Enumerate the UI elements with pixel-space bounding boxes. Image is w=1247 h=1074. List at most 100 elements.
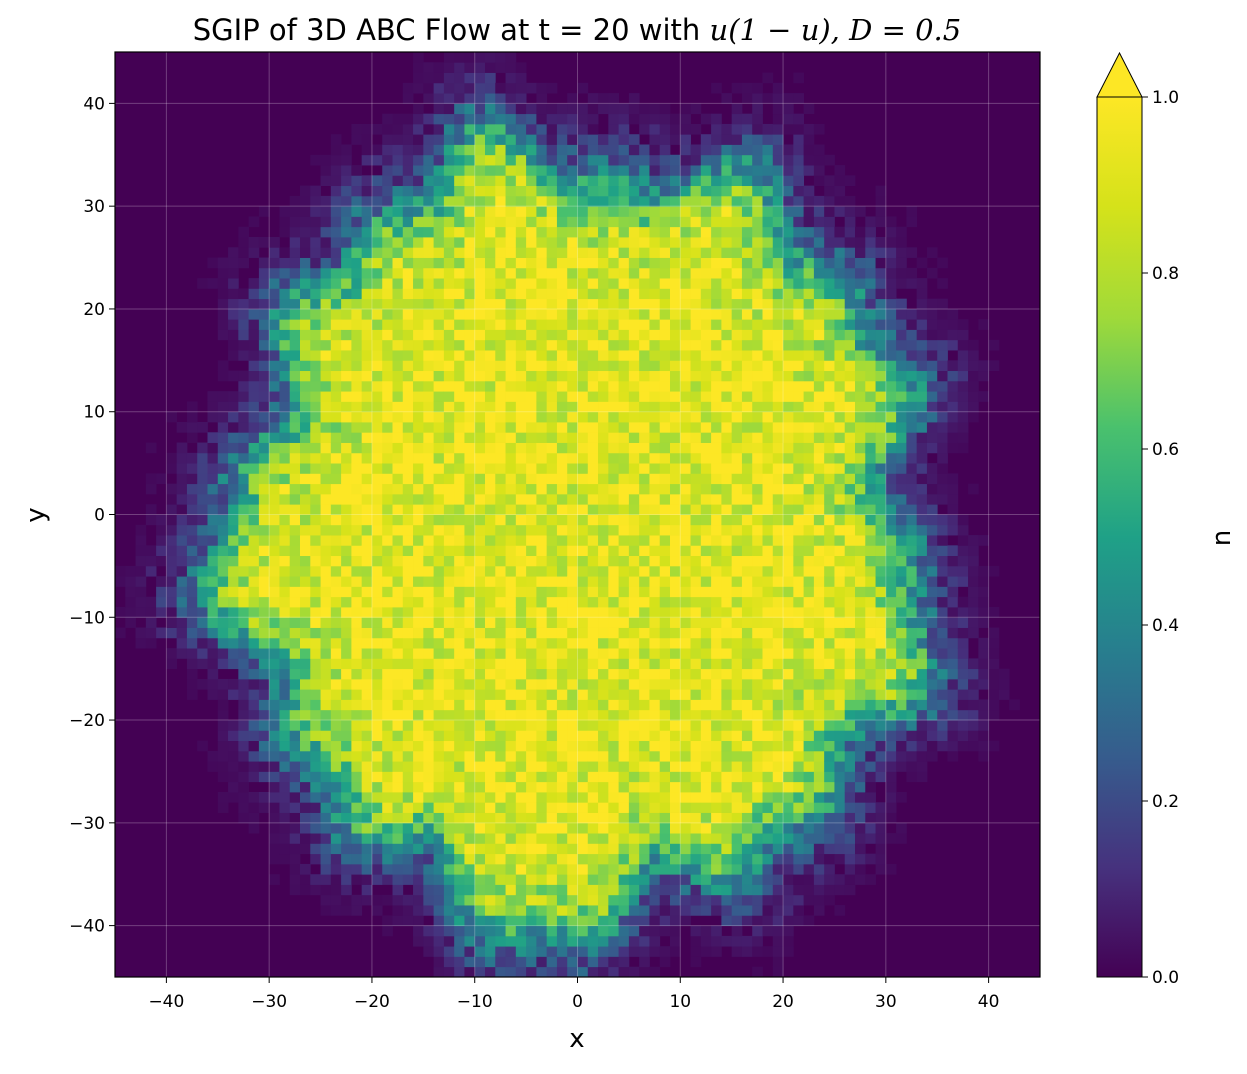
heatmap-cell: [289, 483, 301, 495]
heatmap-cell: [485, 884, 496, 896]
heatmap-cell: [700, 853, 712, 865]
heatmap-cell: [608, 524, 620, 536]
heatmap-cell: [752, 689, 763, 700]
heatmap-cell: [577, 247, 589, 258]
heatmap-cell: [813, 617, 825, 628]
heatmap-cell: [371, 658, 383, 670]
heatmap-cell: [351, 648, 363, 659]
heatmap-cell: [474, 237, 486, 248]
heatmap-cell: [505, 473, 517, 485]
heatmap-cell: [423, 134, 435, 145]
heatmap-cell: [577, 627, 589, 639]
heatmap-cell: [618, 288, 630, 300]
heatmap-cell: [474, 144, 486, 156]
heatmap-cell: [361, 185, 373, 197]
heatmap-cell: [454, 93, 465, 104]
heatmap-cell: [680, 545, 691, 557]
heatmap-cell: [495, 298, 506, 310]
heatmap-cell: [608, 380, 620, 392]
heatmap-cell: [454, 339, 465, 351]
heatmap-cell: [443, 463, 455, 474]
heatmap-cell: [772, 206, 784, 217]
heatmap-cell: [567, 144, 578, 156]
heatmap-cell: [618, 853, 630, 865]
heatmap-cell: [762, 617, 774, 628]
heatmap-cell: [556, 699, 568, 711]
heatmap-cell: [670, 278, 681, 289]
heatmap-cell: [443, 740, 455, 752]
heatmap-cell: [762, 709, 774, 721]
heatmap-cell: [402, 226, 414, 238]
heatmap-cell: [515, 360, 527, 372]
heatmap-cell: [834, 185, 846, 197]
heatmap-cell: [289, 586, 301, 598]
heatmap-cell: [485, 452, 496, 464]
heatmap-cell: [269, 792, 280, 803]
heatmap-cell: [320, 216, 332, 228]
heatmap-cell: [546, 350, 558, 361]
heatmap-cell: [423, 237, 435, 248]
heatmap-cell: [515, 524, 527, 536]
heatmap-cell: [762, 267, 774, 279]
heatmap-cell: [258, 596, 270, 608]
heatmap-cell: [577, 966, 589, 977]
heatmap-cell: [813, 432, 825, 443]
heatmap-cell: [186, 596, 198, 608]
heatmap-cell: [402, 329, 414, 341]
heatmap-cell: [443, 720, 455, 731]
heatmap-cell: [680, 740, 691, 752]
heatmap-cell: [731, 792, 743, 803]
heatmap-cell: [526, 113, 537, 125]
heatmap-cell: [238, 658, 250, 670]
heatmap-cell: [433, 452, 445, 464]
heatmap-cell: [300, 535, 311, 546]
heatmap-cell: [803, 596, 815, 608]
heatmap-cell: [536, 966, 548, 977]
heatmap-cell: [382, 493, 393, 505]
heatmap-cell: [289, 812, 301, 824]
heatmap-cell: [690, 463, 702, 474]
heatmap-cell: [546, 329, 558, 341]
heatmap-cell: [618, 771, 630, 783]
heatmap-cell: [783, 442, 794, 454]
heatmap-cell: [608, 165, 620, 176]
heatmap-cell: [402, 144, 414, 156]
heatmap-cell: [361, 648, 373, 659]
heatmap-cell: [700, 216, 712, 228]
heatmap-cell: [711, 720, 722, 731]
heatmap-cell: [556, 432, 568, 443]
heatmap-cell: [474, 627, 486, 639]
heatmap-cell: [402, 257, 414, 269]
heatmap-cell: [320, 319, 332, 330]
heatmap-cell: [587, 432, 599, 443]
heatmap-cell: [485, 483, 496, 495]
heatmap-cell: [741, 607, 753, 618]
heatmap-cell: [700, 504, 712, 515]
heatmap-cell: [783, 422, 794, 433]
heatmap-cell: [495, 966, 506, 977]
heatmap-cell: [813, 154, 825, 166]
heatmap-cell: [495, 761, 506, 772]
heatmap-cell: [628, 493, 640, 505]
heatmap-cell: [505, 699, 517, 711]
heatmap-cell: [217, 442, 229, 454]
heatmap-cell: [752, 165, 763, 176]
heatmap-cell: [474, 843, 486, 855]
heatmap-cell: [515, 380, 527, 392]
heatmap-cell: [762, 401, 774, 413]
heatmap-cell: [608, 956, 620, 968]
heatmap-cell: [628, 555, 640, 567]
heatmap-cell: [515, 843, 527, 855]
heatmap-cell: [659, 555, 671, 567]
heatmap-cell: [269, 853, 280, 865]
heatmap-cell: [587, 586, 599, 598]
heatmap-cell: [464, 843, 476, 855]
heatmap-cell: [186, 493, 198, 505]
heatmap-cell: [587, 278, 599, 289]
heatmap-cell: [731, 483, 743, 495]
heatmap-cell: [598, 617, 609, 628]
heatmap-cell: [721, 154, 733, 166]
heatmap-cell: [505, 350, 517, 361]
heatmap-cell: [639, 596, 650, 608]
heatmap-cell: [587, 504, 599, 515]
